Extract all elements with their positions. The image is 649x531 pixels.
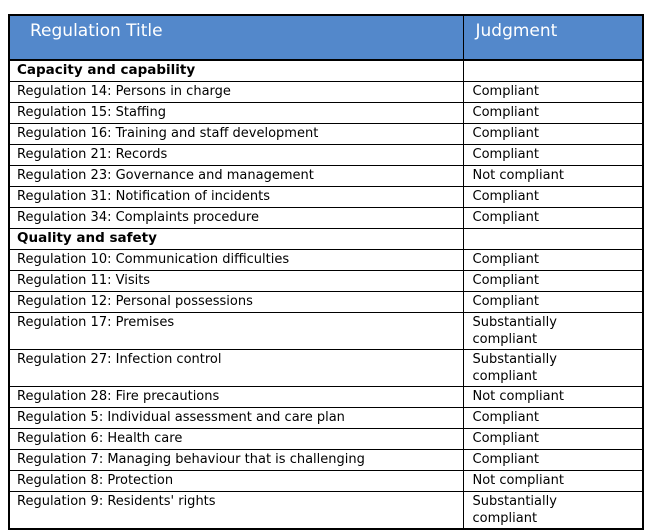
judgment-cell: Compliant: [462, 207, 644, 229]
table-body: Capacity and capability Regulation 14: P…: [8, 59, 644, 530]
judgment-cell: Compliant: [462, 144, 644, 166]
regulation-title-cell: Regulation 6: Health care: [8, 428, 464, 450]
regulation-title-cell: Regulation 16: Training and staff develo…: [8, 123, 464, 145]
table-row: Regulation 10: Communication difficultie…: [8, 249, 644, 271]
compliance-table-container: Regulation Title Judgment Capacity and c…: [8, 14, 644, 530]
table-row: Regulation 12: Personal possessions Comp…: [8, 291, 644, 313]
judgment-cell: Not compliant: [462, 386, 644, 408]
judgment-text: Substantially compliant: [472, 352, 557, 384]
judgment-cell: [462, 59, 644, 82]
regulation-title-cell: Regulation 11: Visits: [8, 270, 464, 292]
regulation-title-cell: Regulation 9: Residents' rights: [8, 491, 464, 530]
table-row: Regulation 7: Managing behaviour that is…: [8, 449, 644, 471]
judgment-cell: Not compliant: [462, 165, 644, 187]
judgment-cell: Compliant: [462, 291, 644, 313]
judgment-text: Compliant: [472, 273, 539, 288]
judgment-text: Compliant: [472, 147, 539, 162]
table-row: Regulation 15: Staffing Compliant: [8, 102, 644, 124]
column-header-judgment: Judgment: [462, 14, 644, 61]
regulation-title-cell: Regulation 5: Individual assessment and …: [8, 407, 464, 429]
regulation-title-cell: Regulation 23: Governance and management: [8, 165, 464, 187]
table-row: Quality and safety: [8, 228, 644, 250]
regulation-title-cell: Capacity and capability: [8, 59, 464, 82]
judgment-text: Compliant: [472, 105, 539, 120]
regulation-title-cell: Regulation 8: Protection: [8, 470, 464, 492]
table-row: Regulation 31: Notification of incidents…: [8, 186, 644, 208]
judgment-text: Compliant: [472, 294, 539, 309]
judgment-cell: Substantially compliant: [462, 312, 644, 350]
judgment-text: Not compliant: [472, 168, 564, 183]
judgment-text: Not compliant: [472, 473, 564, 488]
judgment-cell: Not compliant: [462, 470, 644, 492]
judgment-cell: Compliant: [462, 102, 644, 124]
judgment-text: Compliant: [472, 210, 539, 225]
judgment-text: Compliant: [472, 189, 539, 204]
judgment-cell: Compliant: [462, 81, 644, 103]
judgment-text: Compliant: [472, 431, 539, 446]
regulation-title-cell: Regulation 14: Persons in charge: [8, 81, 464, 103]
judgment-text: Not compliant: [472, 389, 564, 404]
table-row: Regulation 8: Protection Not compliant: [8, 470, 644, 492]
regulation-title-cell: Regulation 12: Personal possessions: [8, 291, 464, 313]
table-row: Regulation 14: Persons in charge Complia…: [8, 81, 644, 103]
column-header-regulation-title: Regulation Title: [8, 14, 464, 61]
judgment-text: Substantially compliant: [472, 494, 557, 526]
judgment-cell: Substantially compliant: [462, 491, 644, 530]
judgment-text: Compliant: [472, 252, 539, 267]
regulation-title-cell: Regulation 28: Fire precautions: [8, 386, 464, 408]
regulation-title-cell: Regulation 21: Records: [8, 144, 464, 166]
regulation-title-cell: Regulation 34: Complaints procedure: [8, 207, 464, 229]
regulation-title-cell: Regulation 17: Premises: [8, 312, 464, 350]
table-row: Regulation 21: Records Compliant: [8, 144, 644, 166]
judgment-cell: Compliant: [462, 270, 644, 292]
judgment-cell: Compliant: [462, 407, 644, 429]
judgment-cell: Compliant: [462, 186, 644, 208]
table-row: Capacity and capability: [8, 59, 644, 82]
table-row: Regulation 17: Premises Substantially co…: [8, 312, 644, 350]
judgment-cell: Compliant: [462, 449, 644, 471]
table-header-row: Regulation Title Judgment: [8, 14, 644, 61]
judgment-text: Compliant: [472, 84, 539, 99]
judgment-cell: Compliant: [462, 123, 644, 145]
table-row: Regulation 9: Residents' rights Substant…: [8, 491, 644, 530]
judgment-text: Substantially compliant: [472, 315, 557, 347]
table-row: Regulation 11: Visits Compliant: [8, 270, 644, 292]
judgment-text: Compliant: [472, 126, 539, 141]
judgment-cell: Compliant: [462, 249, 644, 271]
regulation-title-cell: Regulation 7: Managing behaviour that is…: [8, 449, 464, 471]
judgment-cell: [462, 228, 644, 250]
regulation-title-cell: Regulation 31: Notification of incidents: [8, 186, 464, 208]
table-row: Regulation 16: Training and staff develo…: [8, 123, 644, 145]
judgment-text: Compliant: [472, 410, 539, 425]
regulation-title-cell: Regulation 15: Staffing: [8, 102, 464, 124]
judgment-text: Compliant: [472, 452, 539, 467]
regulation-title-cell: Regulation 27: Infection control: [8, 349, 464, 387]
table-row: Regulation 5: Individual assessment and …: [8, 407, 644, 429]
regulation-title-cell: Quality and safety: [8, 228, 464, 250]
table-row: Regulation 27: Infection control Substan…: [8, 349, 644, 387]
compliance-table: Regulation Title Judgment Capacity and c…: [8, 14, 644, 530]
judgment-cell: Compliant: [462, 428, 644, 450]
regulation-title-cell: Regulation 10: Communication difficultie…: [8, 249, 464, 271]
table-row: Regulation 34: Complaints procedure Comp…: [8, 207, 644, 229]
table-row: Regulation 6: Health care Compliant: [8, 428, 644, 450]
judgment-cell: Substantially compliant: [462, 349, 644, 387]
table-row: Regulation 23: Governance and management…: [8, 165, 644, 187]
table-row: Regulation 28: Fire precautions Not comp…: [8, 386, 644, 408]
